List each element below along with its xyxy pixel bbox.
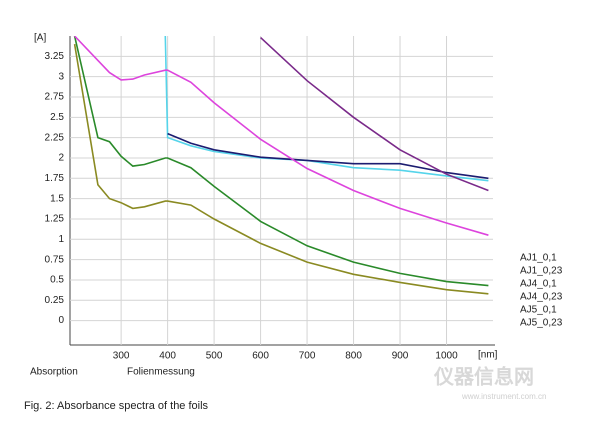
series-line bbox=[74, 36, 489, 236]
x-tick-label: 400 bbox=[159, 351, 176, 362]
watermark: www.instrument.com.cn bbox=[461, 392, 546, 401]
x-tick-label: 700 bbox=[299, 351, 316, 362]
legend-label: AJ4_0,1 bbox=[520, 279, 557, 290]
y-tick-label: 2.25 bbox=[45, 132, 65, 143]
y-tick-label: 0.5 bbox=[50, 275, 64, 286]
series-line bbox=[260, 37, 489, 192]
series-line bbox=[73, 36, 489, 287]
plot-area bbox=[73, 36, 489, 295]
y-tick-label: 0 bbox=[58, 315, 64, 326]
x-tick-label: 300 bbox=[113, 351, 130, 362]
y-tick-label: 3 bbox=[58, 71, 64, 82]
y-tick-label: 2.75 bbox=[45, 92, 65, 103]
y-tick-label: 3.25 bbox=[45, 51, 65, 62]
series-line bbox=[167, 132, 489, 180]
legend-label: AJ1_0,23 bbox=[520, 266, 563, 277]
y-tick-label: 1 bbox=[58, 234, 64, 245]
y-axis-label: [A] bbox=[34, 33, 46, 44]
legend-label: AJ4_0,23 bbox=[520, 292, 563, 303]
series-line bbox=[73, 43, 489, 295]
legend-label: AJ5_0,23 bbox=[520, 318, 563, 329]
x-tick-label: 600 bbox=[252, 351, 269, 362]
watermark: 仪器信息网 bbox=[433, 364, 534, 388]
y-tick-label: 1.25 bbox=[45, 214, 65, 225]
y-tick-label: 2 bbox=[58, 153, 64, 164]
x-axis-label: [nm] bbox=[478, 350, 498, 361]
x-tick-label: 900 bbox=[392, 351, 409, 362]
footer-label: Folienmessung bbox=[127, 367, 195, 378]
footer-label: Absorption bbox=[30, 367, 78, 378]
y-tick-label: 1.75 bbox=[45, 173, 65, 184]
x-tick-label: 1000 bbox=[435, 351, 458, 362]
y-tick-label: 1.5 bbox=[50, 193, 64, 204]
legend-label: AJ5_0,1 bbox=[520, 305, 557, 316]
x-tick-label: 800 bbox=[345, 351, 362, 362]
y-tick-label: 0.75 bbox=[45, 254, 65, 265]
legend-label: AJ1_0,1 bbox=[520, 253, 557, 264]
y-tick-label: 2.5 bbox=[50, 112, 64, 123]
x-tick-label: 500 bbox=[206, 351, 223, 362]
y-tick-label: 0.25 bbox=[45, 295, 65, 306]
caption: Fig. 2: Absorbance spectra of the foils bbox=[24, 400, 209, 412]
